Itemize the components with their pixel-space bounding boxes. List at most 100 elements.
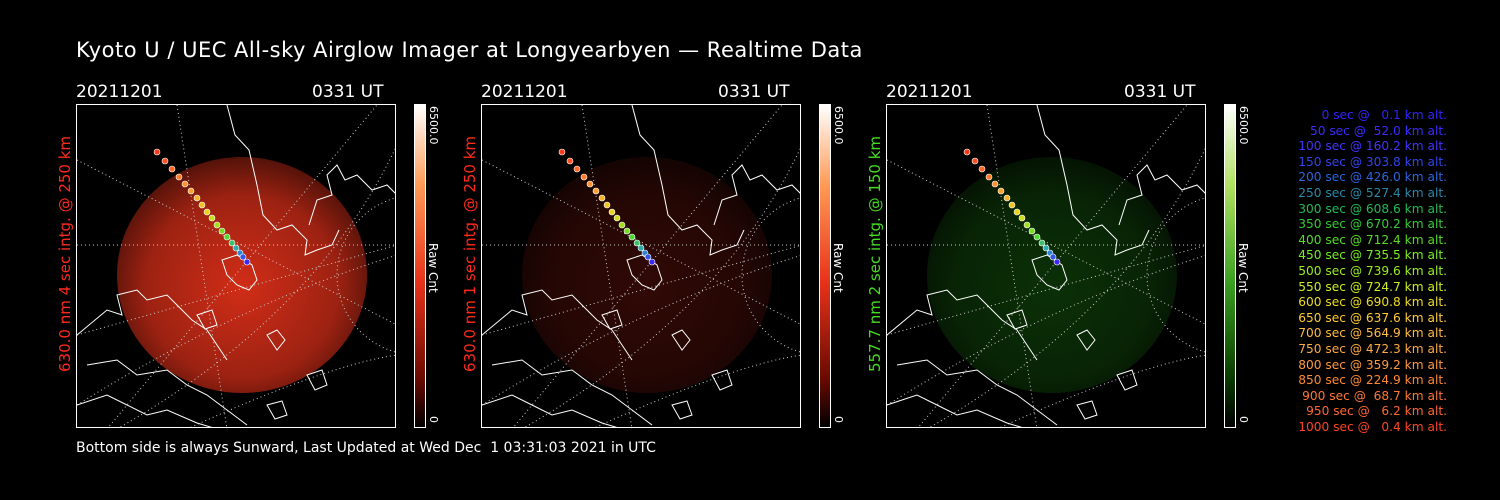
track-point: [603, 201, 611, 209]
legend-row: 450 sec @ 735.5 km alt.: [1298, 248, 1447, 263]
panel-1-colorbar-max: 6500.0: [427, 106, 440, 145]
legend-row: 550 sec @ 724.7 km alt.: [1298, 279, 1447, 294]
panel-1-image: [76, 104, 396, 428]
panel-2-colorbar-min: 0: [832, 416, 845, 423]
track-point: [971, 157, 979, 165]
panel-2-colorbar-max: 6500.0: [832, 106, 845, 145]
track-point: [1023, 221, 1031, 229]
satellite-track: [963, 148, 1061, 266]
altitude-legend: 0 sec @ 0.1 km alt. 50 sec @ 52.0 km alt.…: [1262, 108, 1447, 435]
legend-row: 800 sec @ 359.2 km alt.: [1298, 357, 1447, 372]
track-point: [223, 233, 231, 241]
track-point: [628, 233, 636, 241]
legend-row: 200 sec @ 426.0 km alt.: [1298, 170, 1447, 185]
track-point: [573, 165, 581, 173]
panel-1-colorbar-unit: Raw Cnt: [426, 243, 440, 293]
legend-row: 900 sec @ 68.7 km alt.: [1302, 388, 1447, 403]
track-point: [608, 208, 616, 216]
panel-3-image: [886, 104, 1206, 428]
panel-2-image: [481, 104, 801, 428]
legend-row: 400 sec @ 712.4 km alt.: [1298, 232, 1447, 247]
track-point: [566, 157, 574, 165]
track-point: [193, 194, 201, 202]
panel-2-colorbar: [819, 104, 831, 428]
satellite-track: [153, 148, 251, 266]
panel-2-time: 0331 UT: [718, 82, 790, 102]
panel-3-date: 20211201: [886, 82, 973, 102]
track-point: [239, 253, 247, 261]
track-point: [1049, 253, 1057, 261]
track-point: [598, 194, 606, 202]
panel-1-colorbar-min: 0: [427, 416, 440, 423]
legend-row: 850 sec @ 224.9 km alt.: [1298, 373, 1447, 388]
track-point: [175, 173, 183, 181]
panel-2-wavelength-label: 630.0 nm 1 sec intg. @ 250 km: [461, 135, 479, 372]
track-point: [991, 180, 999, 188]
track-point: [1028, 227, 1036, 235]
track-point: [623, 227, 631, 235]
track-point: [648, 258, 656, 266]
track-point: [1053, 258, 1061, 266]
legend-row: 650 sec @ 637.6 km alt.: [1298, 310, 1447, 325]
track-point: [168, 165, 176, 173]
panel-3-colorbar-unit: Raw Cnt: [1236, 243, 1250, 293]
panel-3-colorbar-min: 0: [1237, 416, 1250, 423]
track-point: [558, 148, 566, 156]
track-point: [580, 173, 588, 181]
track-point: [161, 157, 169, 165]
satellite-track: [558, 148, 656, 266]
coastlines: [77, 105, 395, 427]
track-point: [963, 148, 971, 156]
panel-2-colorbar-unit: Raw Cnt: [831, 243, 845, 293]
track-point: [633, 239, 641, 247]
panel-3-wavelength-label: 557.7 nm 2 sec intg. @ 150 km: [866, 135, 884, 372]
track-point: [997, 187, 1005, 195]
track-point: [985, 173, 993, 181]
track-point: [1018, 214, 1026, 222]
track-point: [153, 148, 161, 156]
panel-2-date: 20211201: [481, 82, 568, 102]
legend-row: 150 sec @ 303.8 km alt.: [1298, 154, 1447, 169]
allsky-image-disc: [522, 157, 772, 393]
page-title: Kyoto U / UEC All-sky Airglow Imager at …: [76, 38, 863, 62]
track-point: [232, 244, 240, 252]
track-point: [181, 180, 189, 188]
legend-row: 350 sec @ 670.2 km alt.: [1298, 217, 1447, 232]
legend-row: 300 sec @ 608.6 km alt.: [1298, 201, 1447, 216]
track-point: [208, 214, 216, 222]
panel-3-colorbar: [1224, 104, 1236, 428]
track-point: [228, 239, 236, 247]
legend-row: 700 sec @ 564.9 km alt.: [1298, 326, 1447, 341]
track-point: [1033, 233, 1041, 241]
track-point: [1008, 201, 1016, 209]
track-point: [198, 201, 206, 209]
panel-3-colorbar-max: 6500.0: [1237, 106, 1250, 145]
track-point: [618, 221, 626, 229]
legend-row: 100 sec @ 160.2 km alt.: [1298, 139, 1447, 154]
track-point: [243, 258, 251, 266]
track-point: [1038, 239, 1046, 247]
panel-3-time: 0331 UT: [1124, 82, 1196, 102]
coastlines: [482, 105, 800, 427]
track-point: [203, 208, 211, 216]
track-point: [644, 253, 652, 261]
track-point: [187, 187, 195, 195]
legend-row: 1000 sec @ 0.4 km alt.: [1298, 419, 1447, 434]
footer-status: Bottom side is always Sunward, Last Upda…: [76, 440, 656, 456]
legend-row: 50 sec @ 52.0 km alt.: [1309, 123, 1447, 138]
legend-row: 950 sec @ 6.2 km alt.: [1306, 404, 1447, 419]
track-point: [637, 244, 645, 252]
legend-row: 600 sec @ 690.8 km alt.: [1298, 295, 1447, 310]
panel-1-date: 20211201: [76, 82, 163, 102]
track-point: [218, 227, 226, 235]
coastlines: [887, 105, 1205, 427]
panel-1-colorbar: [414, 104, 426, 428]
track-point: [1003, 194, 1011, 202]
panel-1-wavelength-label: 630.0 nm 4 sec intg. @ 250 km: [56, 135, 74, 372]
track-point: [586, 180, 594, 188]
panel-1-time: 0331 UT: [312, 82, 384, 102]
legend-row: 750 sec @ 472.3 km alt.: [1298, 341, 1447, 356]
track-point: [1013, 208, 1021, 216]
track-point: [1042, 244, 1050, 252]
track-point: [978, 165, 986, 173]
